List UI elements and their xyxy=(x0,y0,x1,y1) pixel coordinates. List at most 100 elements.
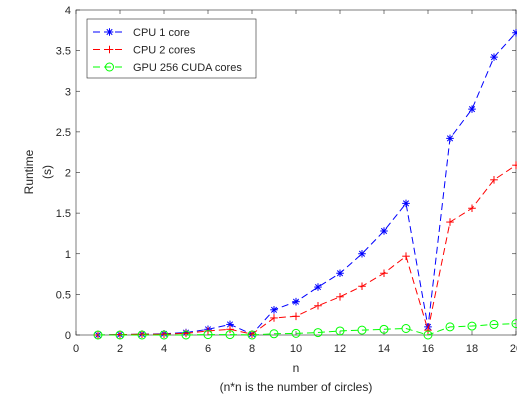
data-point xyxy=(137,330,147,340)
marker-stroke xyxy=(270,306,278,313)
marker-circle xyxy=(379,324,389,334)
data-point xyxy=(445,322,455,332)
legend-label: GPU 256 CUDA cores xyxy=(133,62,242,74)
data-point xyxy=(226,325,234,334)
data-point xyxy=(336,269,344,278)
legend-box xyxy=(86,18,257,79)
data-point xyxy=(512,161,517,169)
marker-circle xyxy=(423,330,433,340)
marker-stroke xyxy=(468,106,476,113)
y-tick-label: 4 xyxy=(65,5,71,17)
data-point xyxy=(467,321,477,331)
data-point xyxy=(292,312,300,321)
marker-stroke xyxy=(358,250,366,257)
marker-stroke xyxy=(226,321,234,328)
x-tick-label: 14 xyxy=(378,343,390,355)
marker-stroke xyxy=(336,270,344,277)
x-tick-label: 10 xyxy=(290,343,302,355)
marker-circle xyxy=(115,330,125,340)
marker-circle xyxy=(159,330,169,340)
series-3 xyxy=(93,319,517,340)
data-point xyxy=(468,105,476,113)
data-point xyxy=(115,330,125,340)
marker-circle xyxy=(489,319,499,329)
marker-circle xyxy=(247,330,257,340)
marker-stroke xyxy=(314,283,322,291)
marker-circle xyxy=(467,321,477,331)
data-point xyxy=(160,330,168,338)
marker-circle xyxy=(181,330,191,340)
data-point xyxy=(335,326,345,336)
data-point xyxy=(424,326,432,334)
y-tick-label: 1 xyxy=(65,249,71,261)
x-axis-label: n xyxy=(293,361,300,375)
data-point xyxy=(358,282,366,291)
marker-stroke xyxy=(490,54,498,61)
data-point xyxy=(468,204,476,213)
y-tick-label: 2.5 xyxy=(56,127,71,139)
x-tick-label: 16 xyxy=(422,343,434,355)
data-point xyxy=(314,301,322,310)
data-point xyxy=(336,293,344,301)
legend-entry: GPU 256 CUDA cores xyxy=(93,62,242,74)
y-axis-ticks: 0 0.5 1 1.5 2 2.5 3 3.5 4 xyxy=(56,5,516,342)
data-point xyxy=(512,28,517,37)
marker-stroke xyxy=(446,135,454,142)
x-tick-label: 12 xyxy=(334,343,346,355)
legend-label: CPU 2 cores xyxy=(133,45,196,57)
marker-stroke xyxy=(402,200,410,207)
marker-circle xyxy=(137,330,147,340)
x-tick-label: 0 xyxy=(73,343,79,355)
data-point xyxy=(489,319,499,329)
x-tick-label: 4 xyxy=(161,343,167,355)
data-point xyxy=(270,314,278,322)
data-point xyxy=(490,176,498,184)
data-point xyxy=(248,330,256,338)
data-point xyxy=(203,330,213,340)
y-tick-label: 1.5 xyxy=(56,208,71,220)
marker-circle xyxy=(105,62,114,72)
data-point xyxy=(402,199,410,208)
marker-circle xyxy=(445,322,455,332)
data-point xyxy=(511,319,517,329)
y-axis-label-unit: (s) xyxy=(40,165,54,179)
marker-circle xyxy=(511,319,517,329)
legend-label: CPU 1 core xyxy=(133,27,190,39)
x-tick-label: 2 xyxy=(117,343,123,355)
legend-entry: CPU 2 cores xyxy=(93,45,196,57)
data-point xyxy=(225,330,235,340)
data-point xyxy=(270,306,278,314)
y-axis-label: Runtime xyxy=(22,149,36,194)
data-point xyxy=(93,330,103,340)
data-point xyxy=(269,329,279,339)
data-point xyxy=(105,45,114,54)
y-tick-label: 0 xyxy=(65,330,71,342)
y-tick-label: 3 xyxy=(65,86,71,98)
marker-circle xyxy=(93,330,103,340)
marker-circle xyxy=(269,329,279,339)
data-point xyxy=(314,283,322,291)
x-tick-label: 8 xyxy=(249,343,255,355)
marker-circle xyxy=(401,324,411,333)
y-tick-label: 0.5 xyxy=(56,289,71,301)
data-point xyxy=(105,62,114,72)
marker-circle xyxy=(291,328,301,338)
marker-stroke xyxy=(292,298,300,305)
y-axis-label-group: Runtime (s) xyxy=(22,149,54,194)
data-point xyxy=(423,330,433,340)
marker-circle xyxy=(225,330,235,340)
x-tick-label: 18 xyxy=(466,343,478,355)
y-tick-label: 2 xyxy=(65,168,71,180)
marker-stroke xyxy=(106,28,113,36)
data-point xyxy=(380,269,388,278)
series-layer xyxy=(93,28,517,340)
marker-circle xyxy=(335,326,345,336)
data-point xyxy=(402,252,410,260)
data-point xyxy=(159,330,169,340)
x-tick-label: 6 xyxy=(205,343,211,355)
data-point xyxy=(226,320,234,329)
data-point xyxy=(380,227,388,235)
data-point xyxy=(490,53,498,61)
marker-stroke xyxy=(512,31,517,36)
